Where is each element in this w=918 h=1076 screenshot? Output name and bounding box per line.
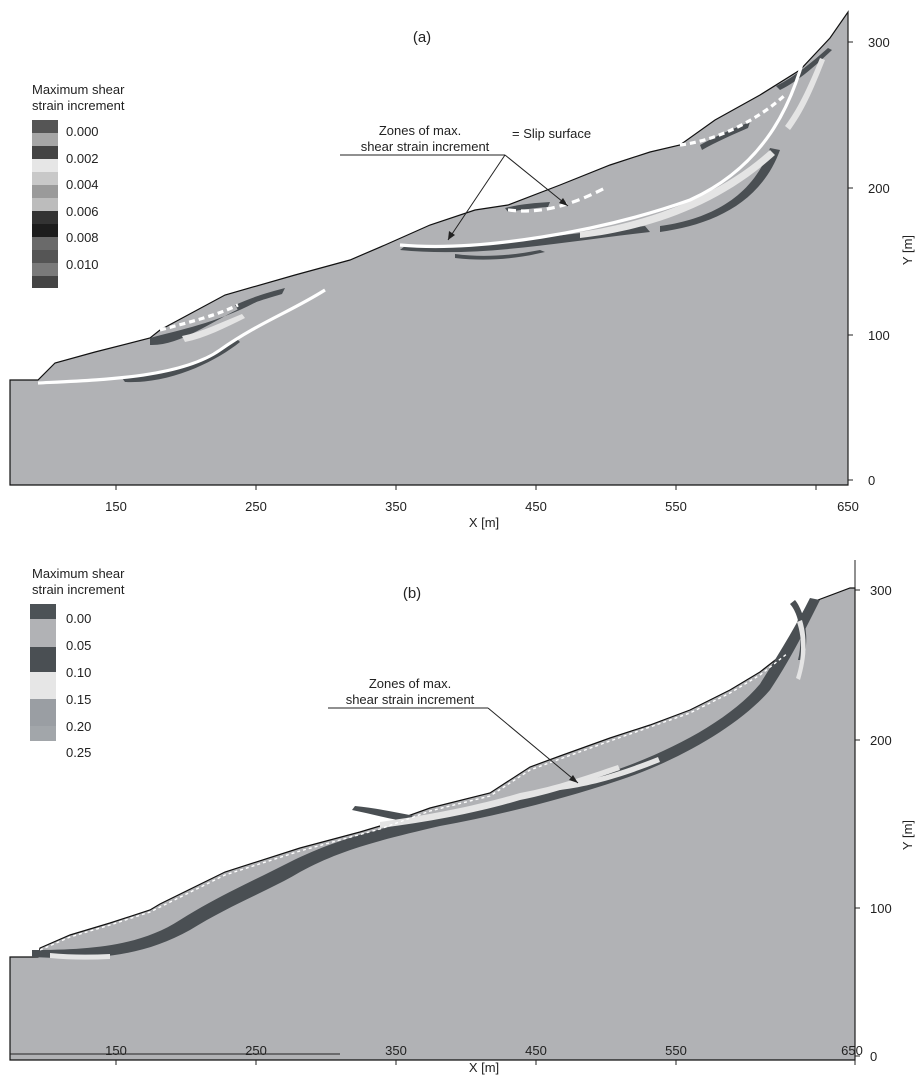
shear-zone <box>235 288 285 310</box>
legend-value: 0.05 <box>66 638 91 653</box>
annotation-line2: shear strain increment <box>361 139 490 154</box>
slip-surface-dashed <box>159 303 239 332</box>
legend-title-line2: strain increment <box>32 582 125 597</box>
slip-surface-label: = Slip surface <box>512 126 591 141</box>
surface-dash-b <box>39 652 789 951</box>
y-axis-label: Y [m] <box>900 235 915 265</box>
slip-surface <box>399 29 812 248</box>
annotation-line1: Zones of max. <box>379 123 461 138</box>
y-tick-label: 100 <box>870 901 892 916</box>
legend-title-line2: strain increment <box>32 98 125 113</box>
legend-swatch <box>32 146 58 159</box>
legend-swatch <box>32 250 58 263</box>
x-tick-label: 250 <box>245 1043 267 1058</box>
legend-value: 0.006 <box>66 204 99 219</box>
shear-zone <box>50 953 110 960</box>
legend-value: 0.004 <box>66 177 99 192</box>
shear-zone <box>776 48 832 90</box>
legend-a: Maximum shear strain increment 0.000 0.0… <box>32 82 125 288</box>
legend-title-line1: Maximum shear <box>32 82 125 97</box>
legend-swatch <box>32 120 58 133</box>
y-tick-label: 200 <box>868 181 890 196</box>
legend-value: 0.25 <box>66 745 91 760</box>
y-axis-ticks-a <box>848 41 853 481</box>
shear-zone <box>796 620 806 680</box>
y-tick-label: 300 <box>870 583 892 598</box>
x-axis-label: X [m] <box>469 515 499 530</box>
legend-value: 0.10 <box>66 665 91 680</box>
x-axis-ticks-a <box>115 485 817 490</box>
shear-zones-light-a <box>182 58 825 342</box>
shear-zone <box>560 757 660 790</box>
annotation-line1: Zones of max. <box>369 676 451 691</box>
panel-label-b: (b) <box>403 585 421 602</box>
legend-value: 0.20 <box>66 719 91 734</box>
y-tick-label: 100 <box>868 328 890 343</box>
legend-swatch <box>32 198 58 211</box>
legend-swatch <box>32 172 58 185</box>
shear-zone <box>785 58 825 130</box>
x-tick-label: 550 <box>665 499 687 514</box>
legend-swatch <box>32 263 58 276</box>
x-tick-label: 650 <box>837 499 859 514</box>
legend-value: 0.010 <box>66 257 99 272</box>
shear-zone <box>700 122 750 150</box>
legend-value: 0.008 <box>66 230 99 245</box>
panel-label-a: (a) <box>413 29 431 46</box>
y-axis-label: Y [m] <box>900 820 915 850</box>
annotation-line2: shear strain increment <box>346 692 475 707</box>
x-tick-label: 250 <box>245 499 267 514</box>
x-tick-label: 450 <box>525 499 547 514</box>
legend-b: Maximum shear strain increment 0.00 0.05… <box>30 566 125 760</box>
legend-value: 0.000 <box>66 124 99 139</box>
legend-swatch <box>32 211 58 224</box>
legend-value: 0.00 <box>66 611 91 626</box>
shear-zone <box>352 806 415 822</box>
y-tick-label: 0 <box>868 473 875 488</box>
legend-swatch <box>30 647 56 672</box>
legend-value: 0.15 <box>66 692 91 707</box>
legend-swatch <box>32 185 58 198</box>
legend-swatch <box>32 159 58 172</box>
y-tick-label: 300 <box>868 35 890 50</box>
x-tick-label: 650 <box>841 1043 863 1058</box>
x-tick-label: 150 <box>105 1043 127 1058</box>
slip-surface <box>37 288 326 385</box>
slip-surfaces-a <box>37 29 812 385</box>
shear-zone <box>505 202 550 212</box>
shear-zone-light-b <box>380 765 620 828</box>
legend-swatch <box>32 224 58 237</box>
x-axis-ticks-b <box>115 1060 856 1065</box>
annotation-a: Zones of max. shear strain increment = S… <box>340 123 591 241</box>
panel-b: 150 250 350 450 550 650 X [m] 0 100 200 … <box>9 560 915 1075</box>
shear-zone <box>580 150 775 238</box>
legend-swatch <box>30 672 56 699</box>
x-tick-label: 350 <box>385 1043 407 1058</box>
shear-zone <box>150 300 260 346</box>
y-tick-label: 0 <box>870 1049 877 1064</box>
y-axis-ticks-b <box>855 589 860 1057</box>
x-axis-label: X [m] <box>469 1060 499 1075</box>
legend-title-line1: Maximum shear <box>32 566 125 581</box>
legend-swatch <box>30 619 56 647</box>
shear-zone <box>182 314 245 342</box>
legend-value: 0.002 <box>66 151 99 166</box>
shear-zone <box>455 250 545 260</box>
x-tick-label: 150 <box>105 499 127 514</box>
legend-swatch <box>30 726 56 741</box>
x-tick-label: 550 <box>665 1043 687 1058</box>
panel-a: 150 250 350 450 550 650 X [m] 0 100 200 … <box>9 10 915 530</box>
annotation-b: Zones of max. shear strain increment <box>328 676 579 784</box>
y-tick-label: 200 <box>870 733 892 748</box>
slip-surface-dashed <box>679 93 787 147</box>
legend-swatch <box>32 276 58 288</box>
legend-swatch <box>32 133 58 146</box>
x-tick-label: 350 <box>385 499 407 514</box>
x-tick-label: 450 <box>525 1043 547 1058</box>
legend-swatch <box>32 237 58 250</box>
legend-swatch <box>30 699 56 726</box>
legend-swatch <box>30 604 56 619</box>
